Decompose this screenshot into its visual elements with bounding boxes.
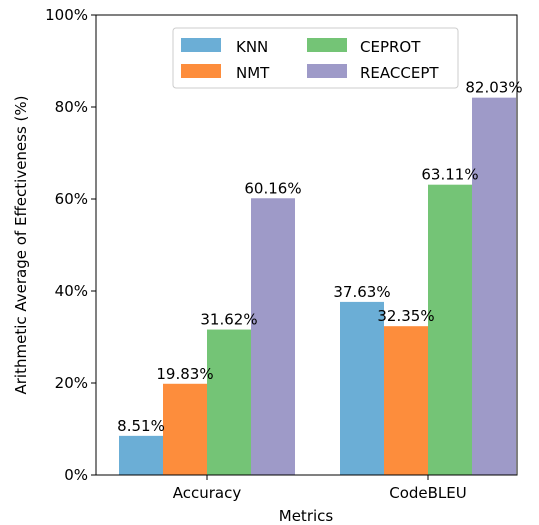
plot-frame (95, 14, 518, 476)
y-tick-label: 0% (64, 466, 88, 484)
bar-nmt-codebleu (384, 326, 428, 475)
bar-knn-codebleu (340, 301, 384, 475)
bar-ceprot-accuracy (207, 329, 251, 475)
x-axis: Accuracy CodeBLEU (173, 475, 467, 502)
x-tick-label: Accuracy (173, 484, 242, 502)
legend: KNN CEPROT NMT REACCEPT (172, 27, 459, 89)
legend-label-reaccept: REACCEPT (360, 64, 439, 82)
data-label: 60.16% (244, 179, 301, 197)
bar-ceprot-codebleu (428, 184, 472, 475)
data-label: 32.35% (377, 307, 434, 325)
y-tick-label: 60% (55, 190, 88, 208)
y-tick-label: 80% (55, 98, 88, 116)
legend-label-knn: KNN (236, 38, 268, 56)
legend-box (172, 27, 459, 89)
data-label: 37.63% (333, 283, 390, 301)
data-label: 8.51% (117, 417, 165, 435)
y-tick-label: 40% (55, 282, 88, 300)
legend-swatch-reaccept (307, 64, 347, 78)
data-label: 19.83% (156, 365, 213, 383)
bar-reaccept-accuracy (251, 198, 295, 475)
data-label: 63.11% (421, 166, 478, 184)
data-label: 31.62% (200, 311, 257, 329)
legend-swatch-nmt (181, 64, 221, 78)
y-tick-label: 20% (55, 374, 88, 392)
bar-reaccept-codebleu (472, 97, 516, 476)
bar-nmt-accuracy (163, 383, 207, 475)
x-tick-label: CodeBLEU (389, 484, 467, 502)
y-axis-title: Arithmetic Average of Effectiveness (%) (12, 95, 30, 394)
data-label: 82.03% (465, 79, 522, 97)
legend-swatch-knn (181, 38, 221, 52)
legend-swatch-ceprot (307, 38, 347, 52)
legend-label-ceprot: CEPROT (360, 38, 421, 56)
x-axis-title: Metrics (279, 507, 334, 525)
y-axis: 0% 20% 40% 60% 80% 100% (45, 6, 96, 484)
bar-groups (119, 97, 516, 476)
y-tick-label: 100% (45, 6, 88, 24)
bar-knn-accuracy (119, 435, 163, 475)
legend-label-nmt: NMT (236, 64, 270, 82)
data-labels: 8.51% 19.83% 31.62% 60.16% 37.63% 32.35% 63.11… (117, 79, 522, 435)
